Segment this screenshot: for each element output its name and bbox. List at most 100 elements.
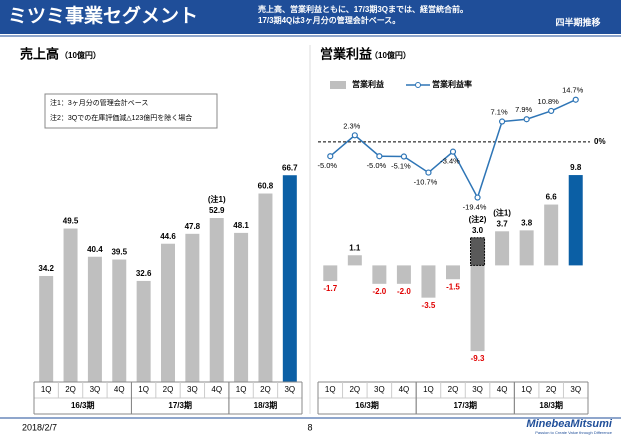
bar bbox=[323, 265, 338, 282]
bar bbox=[495, 231, 510, 266]
legend-swatch bbox=[330, 81, 346, 89]
x-tick-label: 1Q bbox=[423, 385, 434, 394]
point bbox=[449, 148, 457, 155]
note: 注2：3Qでの在庫評価減△123億円を除く場合 bbox=[50, 113, 192, 122]
x-tick-label: 2Q bbox=[448, 385, 459, 394]
data-label: 52.9 bbox=[209, 206, 225, 215]
data-label: 66.7 bbox=[282, 163, 298, 172]
legend-label: 営業利益 bbox=[352, 79, 384, 89]
data-label: 6.6 bbox=[546, 193, 558, 202]
x-tick-label: 3Q bbox=[472, 385, 483, 394]
data-label: -10.7% bbox=[414, 178, 438, 187]
data-label: -3.5 bbox=[422, 301, 436, 310]
data-label: -5.1% bbox=[391, 162, 411, 171]
data-label: 1.1 bbox=[349, 243, 361, 252]
data-label: 49.5 bbox=[63, 217, 79, 226]
bar bbox=[161, 243, 175, 382]
data-label: -1.5 bbox=[446, 282, 460, 291]
data-label: -2.0 bbox=[372, 287, 386, 296]
chart-unit: （10億円） bbox=[370, 50, 411, 60]
bar bbox=[446, 265, 460, 280]
point bbox=[498, 118, 506, 125]
page-number: 8 bbox=[307, 422, 312, 432]
group-label: 18/3期 bbox=[539, 400, 563, 410]
bar bbox=[112, 259, 127, 382]
group-label: 18/3期 bbox=[254, 400, 278, 410]
group-label: 17/3期 bbox=[453, 400, 477, 410]
bar bbox=[209, 218, 224, 382]
x-tick-label: 2Q bbox=[349, 385, 360, 394]
x-tick-label: 4Q bbox=[114, 385, 125, 394]
data-label: 40.4 bbox=[87, 245, 103, 254]
point bbox=[351, 132, 358, 139]
data-label: 3.0 bbox=[472, 226, 484, 235]
data-label: 9.8 bbox=[570, 163, 582, 172]
x-tick-label: 2Q bbox=[163, 385, 174, 394]
data-label: 48.1 bbox=[233, 221, 249, 230]
bar bbox=[136, 280, 151, 382]
bar bbox=[519, 230, 534, 266]
x-tick-label: 3Q bbox=[570, 385, 581, 394]
x-tick-label: 3Q bbox=[284, 385, 295, 394]
x-tick-label: 1Q bbox=[521, 385, 532, 394]
notes-box bbox=[44, 93, 218, 129]
x-tick-label: 1Q bbox=[138, 385, 149, 394]
chart-title: 売上高 bbox=[20, 46, 59, 61]
bar bbox=[258, 193, 273, 382]
bar bbox=[347, 255, 362, 266]
data-label: 39.5 bbox=[111, 248, 127, 257]
data-label: -2.0 bbox=[397, 287, 411, 296]
point bbox=[425, 169, 432, 176]
bar bbox=[470, 237, 486, 266]
point bbox=[400, 153, 408, 160]
bar bbox=[396, 265, 411, 284]
point bbox=[523, 116, 530, 123]
x-tick-label: 2Q bbox=[260, 385, 271, 394]
chart-unit: （10億円） bbox=[60, 50, 101, 60]
data-label: -5.0% bbox=[367, 161, 387, 170]
footer-date: 2018/2/7 bbox=[22, 422, 57, 432]
group-label: 17/3期 bbox=[168, 400, 192, 410]
data-label: -9.3 bbox=[471, 354, 485, 363]
data-label: 2.3% bbox=[343, 121, 360, 130]
point bbox=[376, 153, 383, 160]
x-tick-label: 1Q bbox=[236, 385, 247, 394]
header-note: 17/3期4Qは3ヶ月分の管理会計ベース。 bbox=[258, 15, 400, 25]
bar bbox=[568, 175, 583, 266]
header-band bbox=[0, 0, 621, 34]
x-tick-label: 4Q bbox=[497, 385, 508, 394]
data-label: -1.7 bbox=[323, 284, 337, 293]
bar bbox=[282, 175, 297, 382]
x-tick-label: 2Q bbox=[65, 385, 76, 394]
badge: 四半期推移 bbox=[555, 16, 600, 27]
x-tick-label: 2Q bbox=[546, 385, 557, 394]
annotation: (注1) bbox=[208, 194, 226, 204]
group-label: 16/3期 bbox=[355, 400, 379, 410]
header-note: 売上高、営業利益ともに、17/3期3Qまでは、経営統合前。 bbox=[258, 4, 468, 14]
data-label: 7.1% bbox=[491, 108, 508, 117]
y2-tick-label: 0% bbox=[594, 137, 606, 146]
x-tick-label: 3Q bbox=[90, 385, 101, 394]
tagline: Passion to Create Value through Differen… bbox=[535, 430, 613, 435]
logo: MinebeaMitsumi bbox=[526, 418, 613, 430]
point bbox=[572, 96, 579, 103]
data-label: 34.2 bbox=[38, 264, 54, 273]
data-label: 60.8 bbox=[258, 182, 274, 191]
x-tick-label: 1Q bbox=[41, 385, 52, 394]
group-label: 16/3期 bbox=[71, 400, 95, 410]
data-label: 3.8 bbox=[521, 218, 533, 227]
data-label: 10.8% bbox=[538, 97, 560, 106]
data-label: -5.0% bbox=[317, 161, 337, 170]
data-label: 7.9% bbox=[515, 105, 532, 114]
slide-title: ミツミ事業セグメント bbox=[8, 4, 198, 27]
bar bbox=[63, 228, 78, 382]
annotation: (注2) bbox=[469, 214, 487, 224]
legend-swatch bbox=[415, 82, 421, 88]
data-label: 14.7% bbox=[562, 86, 584, 95]
data-label: 47.8 bbox=[185, 222, 201, 231]
data-label: 44.6 bbox=[160, 232, 176, 241]
bar bbox=[470, 265, 485, 352]
bar bbox=[234, 232, 249, 382]
data-label: 32.6 bbox=[136, 269, 152, 278]
